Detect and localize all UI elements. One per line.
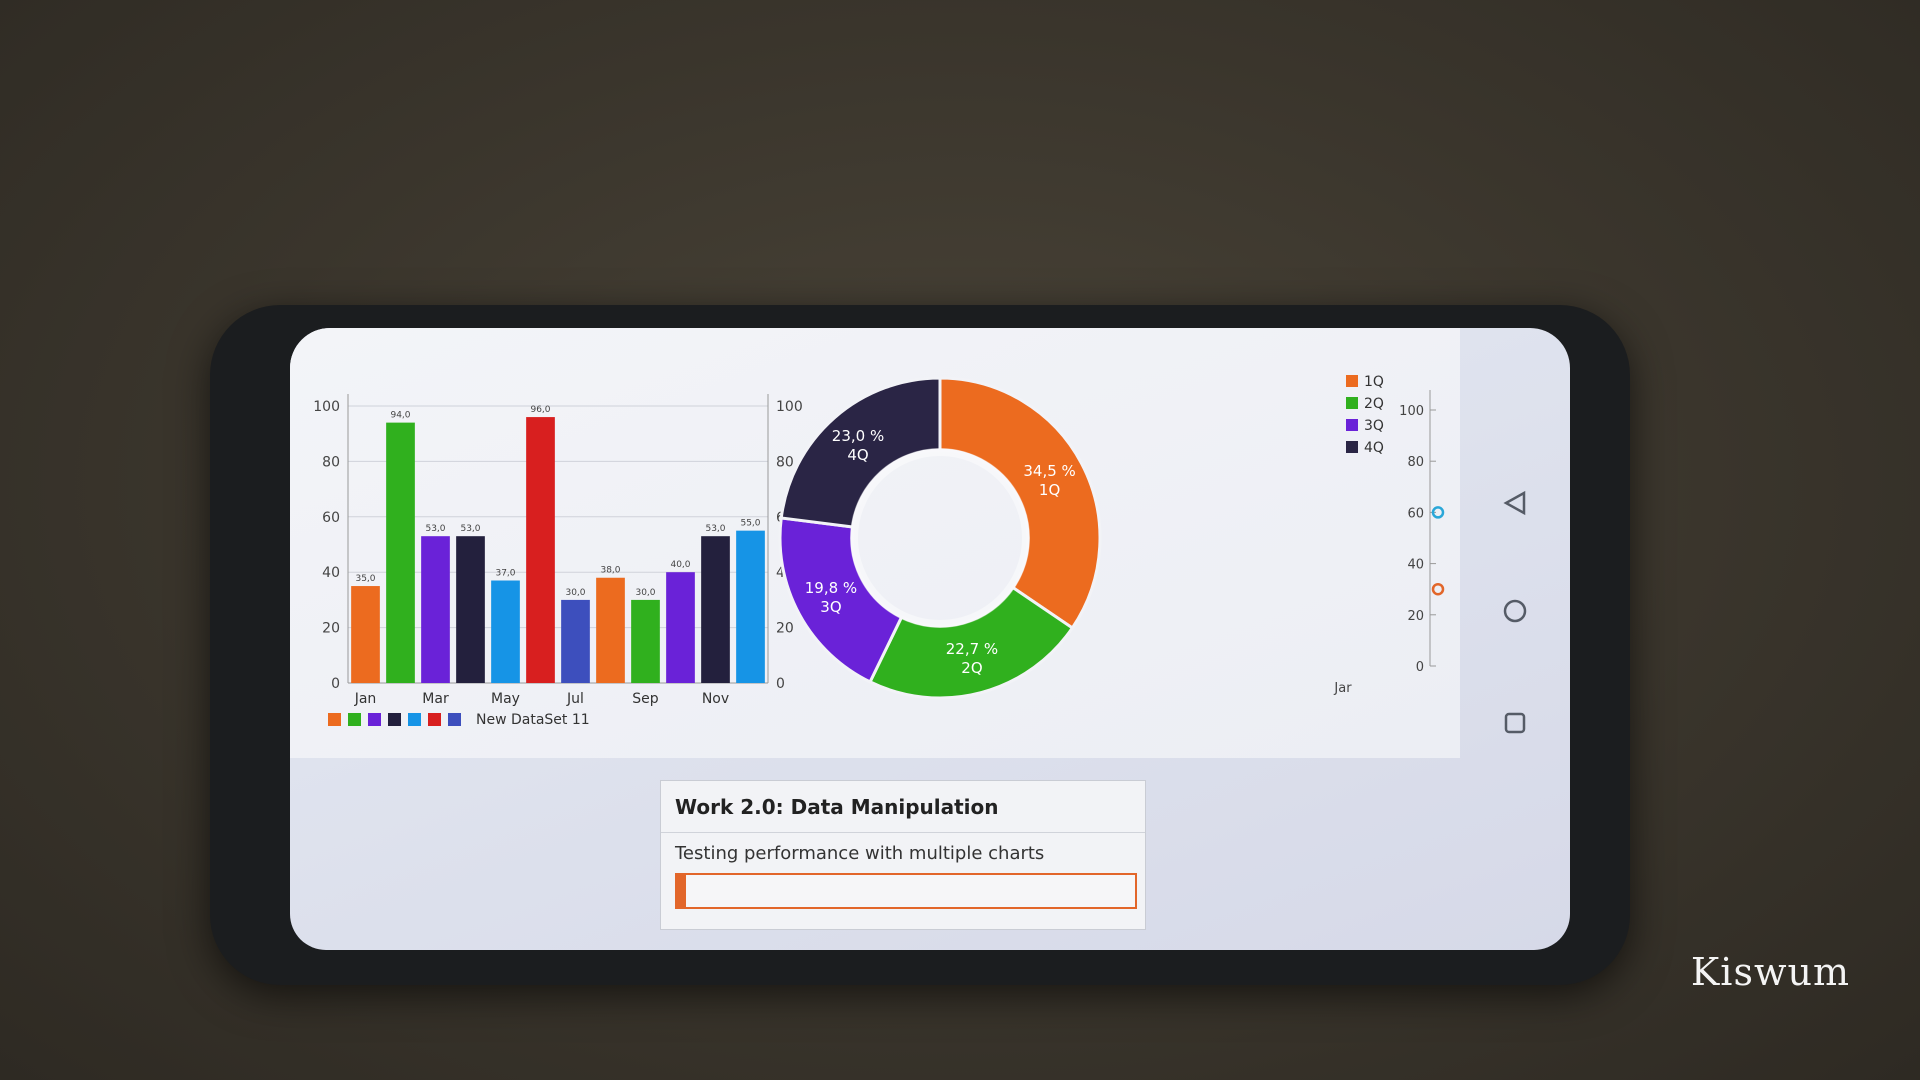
donut-slice-4q[interactable]	[779, 376, 942, 529]
bar-aug[interactable]	[596, 577, 625, 683]
bar-mar[interactable]	[421, 536, 450, 683]
bar-value-label: 37,0	[495, 569, 515, 579]
donut-percent-label: 19,8 %	[805, 579, 857, 597]
legend-swatch	[388, 713, 401, 726]
bar-apr[interactable]	[456, 536, 485, 683]
legend-swatch-4q	[1346, 441, 1358, 453]
donut-inner-ring	[850, 448, 1030, 628]
bar-value-label: 30,0	[635, 588, 655, 598]
back-triangle-icon[interactable]	[1500, 488, 1530, 518]
legend-swatch-1q	[1346, 375, 1358, 387]
bar-dec[interactable]	[736, 530, 765, 683]
bar-sep[interactable]	[631, 599, 660, 683]
bar-chart-grid	[347, 394, 769, 684]
bar-chart-left-axis: 0 20 40 60 80 100	[313, 399, 340, 692]
side-axis-tick-label: 60	[1407, 506, 1424, 521]
progress-bar-fill	[677, 875, 687, 907]
bar-value-label: 35,0	[355, 574, 375, 584]
y-tick-label-right: 0	[776, 676, 785, 692]
bar-value-label: 96,0	[530, 405, 550, 415]
legend-label: 2Q	[1364, 396, 1384, 412]
bar-chart-legend: New DataSet 11	[328, 712, 590, 728]
donut-percent-label: 34,5 %	[1023, 462, 1075, 480]
legend-label: 3Q	[1364, 418, 1384, 434]
recents-square-icon[interactable]	[1500, 708, 1530, 738]
side-axis-tick-label: 0	[1416, 660, 1424, 675]
legend-swatch-3q	[1346, 419, 1358, 431]
legend-swatch	[428, 713, 441, 726]
bar-value-label: 38,0	[600, 566, 620, 576]
side-axis-chart: Jar 0 20 40 60 80 100	[1333, 390, 1445, 696]
donut-slice-1q[interactable]	[938, 376, 1102, 631]
x-tick-label: Mar	[422, 691, 449, 707]
x-tick-label: Jul	[566, 691, 584, 707]
legend-swatch	[368, 713, 381, 726]
bar-nov[interactable]	[701, 536, 730, 683]
home-circle-icon[interactable]	[1500, 596, 1530, 626]
bar-legend-label: New DataSet 11	[476, 712, 590, 728]
dialog-message: Testing performance with multiple charts	[675, 843, 1045, 864]
bar-value-label: 53,0	[460, 524, 480, 534]
donut-percent-label: 22,7 %	[946, 640, 998, 658]
y-tick-label: 20	[322, 621, 340, 637]
y-tick-label: 100	[313, 399, 340, 415]
side-axis-tick-label: 40	[1407, 558, 1424, 573]
bar-value-label: 53,0	[705, 524, 725, 534]
y-tick-label: 80	[322, 454, 340, 470]
side-axis-tick-label: 80	[1407, 455, 1424, 470]
legend-swatch	[348, 713, 361, 726]
donut-slice-label: 2Q	[961, 659, 982, 677]
bar-value-label: 53,0	[425, 524, 445, 534]
screen: 0 20 40 60 80 100 0 20 40 60 80 100 35,0 94,0 53,0 53…	[290, 328, 1570, 950]
side-axis-marker	[1431, 582, 1445, 596]
x-tick-label: Sep	[632, 691, 659, 707]
bar-value-label: 94,0	[390, 411, 410, 421]
dialog-title: Work 2.0: Data Manipulation	[661, 781, 1145, 833]
bar-jun[interactable]	[526, 417, 555, 683]
legend-swatch	[408, 713, 421, 726]
y-tick-label-right: 80	[776, 454, 794, 470]
y-tick-label: 40	[322, 565, 340, 581]
bar-value-label: 30,0	[565, 588, 585, 598]
side-axis-x-label: Jar	[1333, 681, 1352, 696]
bar-value-label: 55,0	[740, 519, 760, 529]
donut-chart[interactable]: 34,5 %1Q 22,7 %2Q 19,8 %3Q 23,0 %4Q	[778, 376, 1102, 700]
bar-may[interactable]	[491, 580, 520, 683]
donut-percent-label: 23,0 %	[832, 427, 884, 445]
legend-swatch	[328, 713, 341, 726]
donut-slice-label: 3Q	[820, 598, 841, 616]
bar-jul[interactable]	[561, 599, 590, 683]
charts-canvas: 0 20 40 60 80 100 0 20 40 60 80 100 35,0 94,0 53,0 53…	[313, 374, 1445, 728]
side-axis-tick-label: 20	[1407, 609, 1424, 624]
bar-chart-x-axis: Jan Mar May Jul Sep Nov	[354, 691, 729, 707]
y-tick-label: 60	[322, 510, 340, 526]
progress-dialog: Work 2.0: Data Manipulation Testing perf…	[660, 780, 1146, 930]
side-axis-tick-label: 100	[1399, 404, 1424, 419]
legend-label: 4Q	[1364, 440, 1384, 456]
side-axis-marker	[1431, 506, 1445, 519]
bar-feb[interactable]	[386, 422, 415, 683]
x-tick-label: May	[491, 691, 520, 707]
bar-jan[interactable]	[351, 586, 380, 683]
y-tick-label-right: 100	[776, 399, 803, 415]
legend-label: 1Q	[1364, 374, 1384, 390]
donut-chart-legend: 1Q 2Q 3Q 4Q	[1346, 374, 1384, 456]
y-tick-label-right: 20	[776, 621, 794, 637]
progress-bar	[675, 873, 1137, 909]
legend-swatch-2q	[1346, 397, 1358, 409]
legend-swatch	[448, 713, 461, 726]
navigation-bar	[1460, 328, 1570, 950]
bar-chart-bars[interactable]: 35,0 94,0 53,0 53,0 37,0 96,0 30,0 38,0 30,0 40,0…	[351, 405, 765, 683]
bar-oct[interactable]	[666, 572, 695, 683]
watermark: Kiswum	[1690, 950, 1850, 994]
x-tick-label: Nov	[702, 691, 729, 707]
bar-value-label: 40,0	[670, 560, 690, 570]
donut-slice-label: 1Q	[1039, 481, 1060, 499]
x-tick-label: Jan	[354, 691, 377, 707]
chart-panel: 0 20 40 60 80 100 0 20 40 60 80 100 35,0 94,0 53,0 53…	[290, 328, 1460, 758]
y-tick-label: 0	[331, 676, 340, 692]
donut-slice-label: 4Q	[847, 446, 868, 464]
donut-slice-2q[interactable]	[868, 585, 1075, 700]
